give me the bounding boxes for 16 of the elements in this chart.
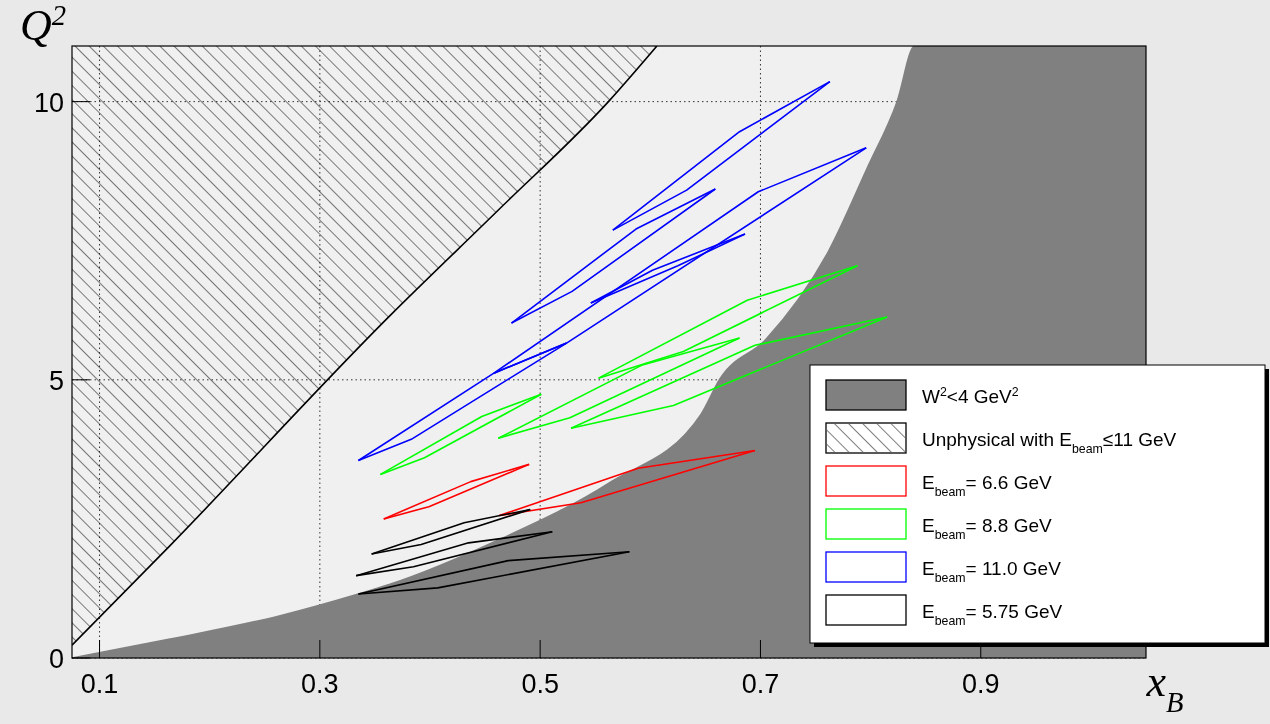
- legend-label: E$_{beam}$= 8.8 GeV: [922, 515, 1052, 542]
- y-tick-label: 10: [33, 87, 64, 118]
- legend-label: W$^{2}$<4 GeV$^{2}$: [922, 385, 1019, 407]
- legend-label: Unphysical with E$_{beam}$≤11 GeV: [922, 429, 1177, 456]
- x-tick-label: 0.3: [301, 669, 339, 699]
- y-axis-title: Q$^{2}$: [20, 0, 67, 50]
- y-tick-label: 0: [48, 644, 64, 674]
- x-tick-label: 0.1: [80, 669, 119, 699]
- x-tick-label: 0.5: [521, 669, 559, 699]
- y-tick-label: 5: [48, 365, 64, 396]
- x-tick-label: 0.9: [962, 669, 1000, 699]
- legend-label: E$_{beam}$= 5.75 GeV: [922, 601, 1063, 628]
- legend-label: E$_{beam}$= 11.0 GeV: [922, 558, 1062, 585]
- x-axis-title: x$_{B}$: [1145, 657, 1184, 718]
- x-tick-label: 0.7: [741, 669, 780, 699]
- legend-label: E$_{beam}$= 6.6 GeV: [922, 472, 1052, 499]
